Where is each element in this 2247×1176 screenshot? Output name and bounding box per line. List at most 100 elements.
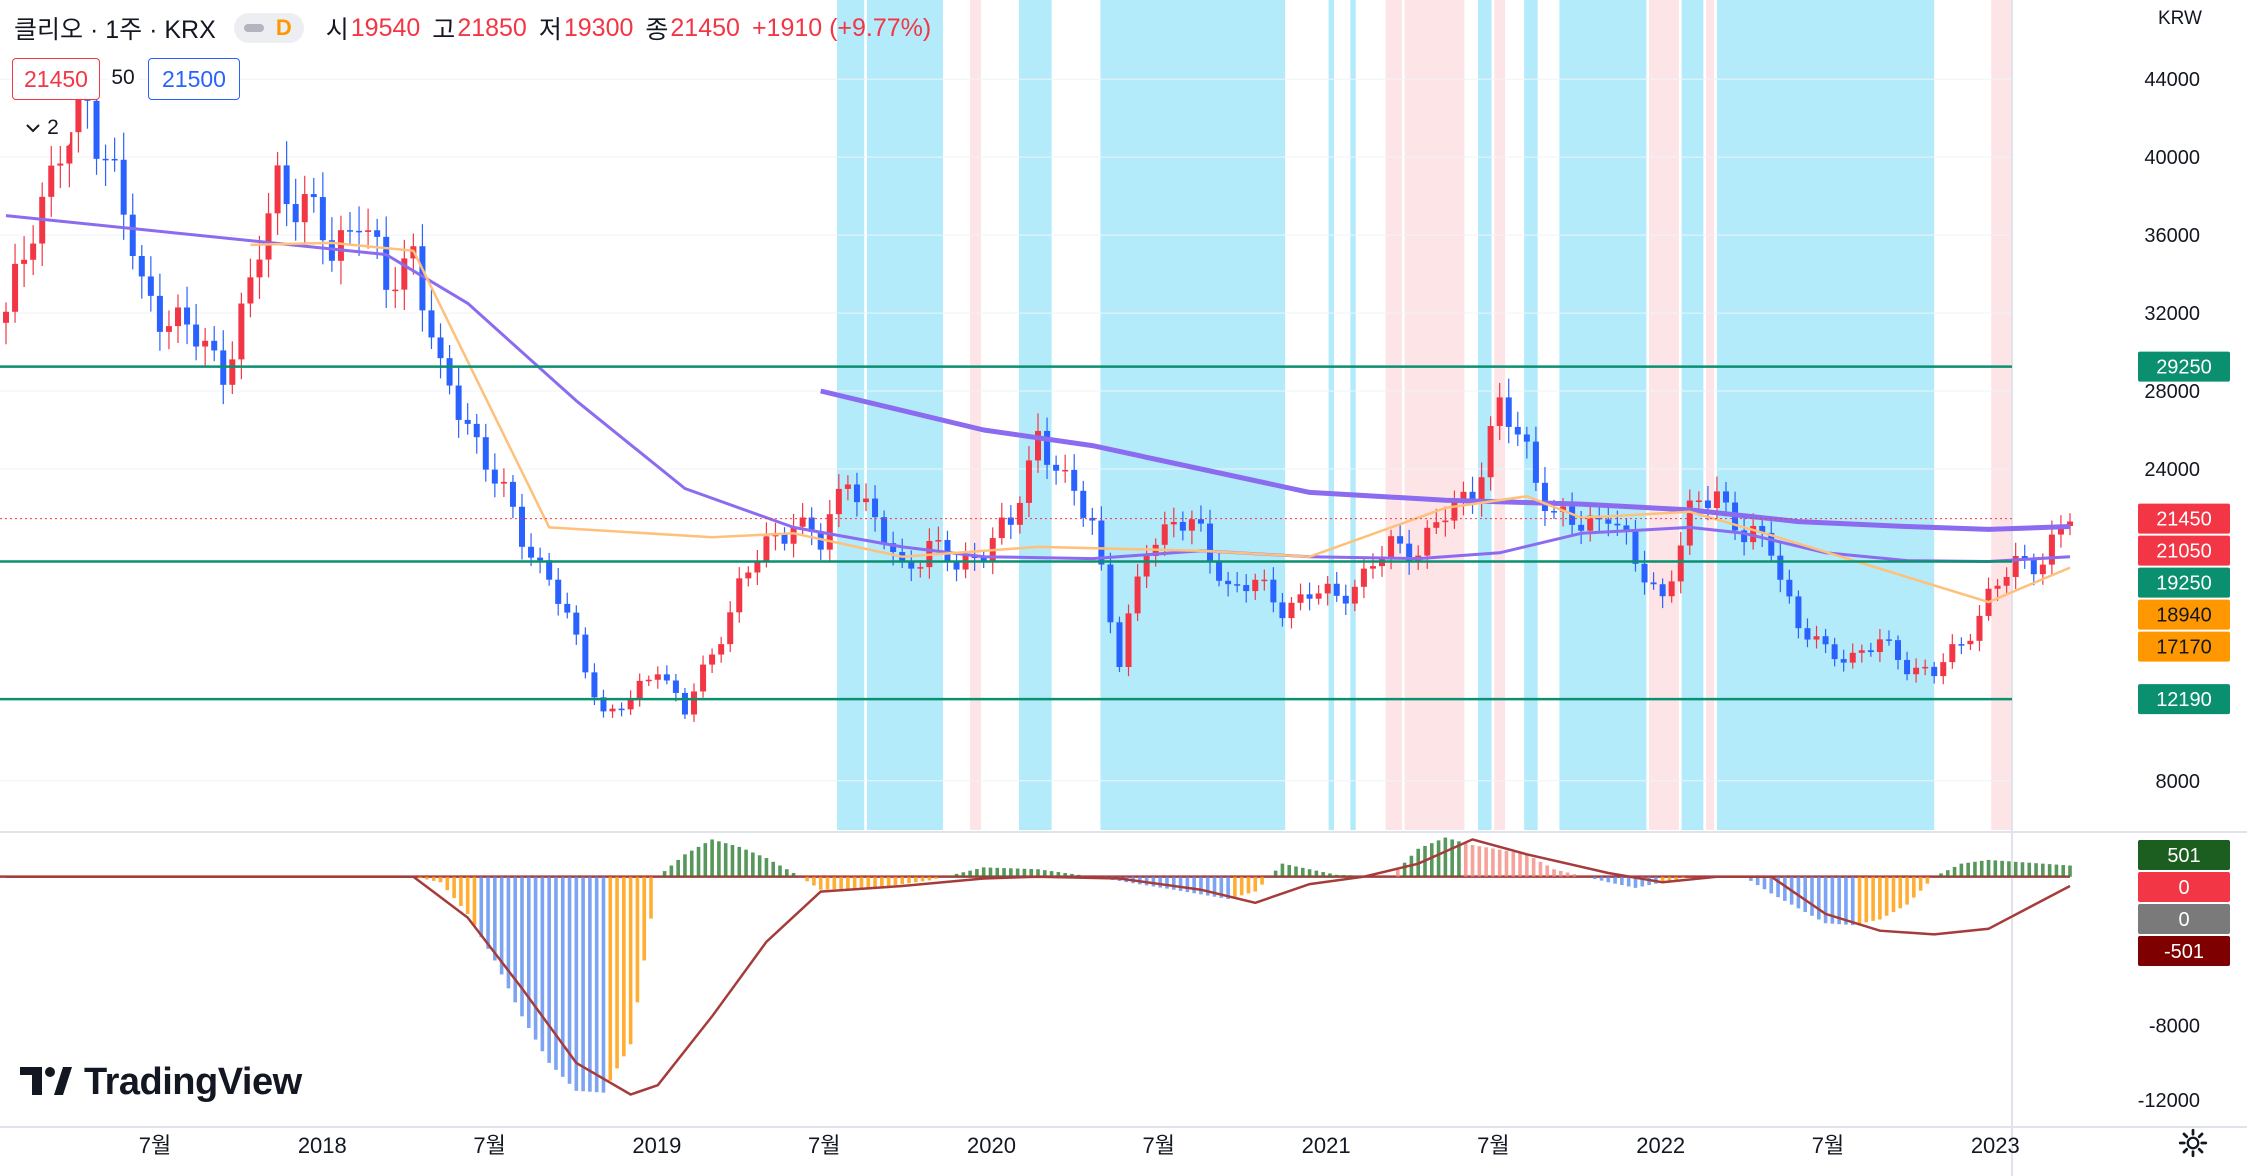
candle-body: [1161, 524, 1168, 545]
macd-histogram-bar: [1076, 874, 1081, 877]
candle-body: [1578, 524, 1585, 531]
macd-histogram-bar: [1545, 865, 1550, 877]
symbol-title[interactable]: 클리오 · 1주 · KRX: [14, 16, 216, 44]
time-axis[interactable]: 7월 2018 7월 2019 7월 2020 7월 2021 7월 2022 7월 2023: [139, 1133, 2020, 1158]
timeframe-toggle-icon[interactable]: D: [233, 13, 304, 43]
macd-histogram-bar: [1755, 876, 1760, 886]
candle-body: [464, 419, 471, 424]
macd-histogram-bar: [907, 876, 911, 884]
macd-histogram-bar: [825, 876, 830, 890]
macd-histogram-bar: [784, 869, 789, 877]
macd-histogram-bar: [717, 841, 721, 877]
macd-histogram-bar: [1674, 876, 1679, 880]
candle-body: [1505, 397, 1512, 427]
macd-histogram-bar: [954, 873, 959, 877]
candle-body: [1632, 531, 1639, 564]
macd-histogram-bar: [1565, 872, 1570, 877]
macd-histogram-bar: [1993, 860, 1998, 877]
macd-histogram-bar: [1504, 850, 1509, 877]
macd-histogram-bar: [1864, 876, 1869, 923]
macd-histogram-bar: [1205, 876, 1210, 896]
zone-sell: [1991, 0, 2013, 830]
candle-body: [1922, 666, 1929, 669]
price-axis[interactable]: 44000 40000 36000 32000 28000 24000 8000 29250 2…: [2138, 69, 2230, 1112]
candle-body: [1795, 596, 1802, 629]
candle-body: [120, 159, 127, 215]
candle-body: [1686, 500, 1693, 546]
candle-body: [319, 197, 326, 241]
macd-histogram-bar: [1552, 869, 1556, 877]
candle-body: [718, 644, 725, 655]
candle-body: [1813, 636, 1820, 640]
candle-body: [1849, 652, 1856, 663]
candle-body: [528, 546, 535, 558]
price-label-text: 18940: [2156, 605, 2212, 627]
macd-histogram-bar: [1355, 875, 1359, 877]
macd-histogram-bar: [594, 876, 599, 1093]
macd-histogram-bar: [2061, 865, 2066, 877]
currency-label[interactable]: KRW: [2158, 8, 2202, 29]
macd-pane: [0, 837, 2072, 1096]
candle-body: [781, 534, 788, 544]
candle-body: [247, 277, 254, 304]
candle-body: [691, 691, 697, 715]
macd-histogram-bar: [1884, 876, 1889, 916]
ohlc-low-value: 19300: [563, 13, 634, 42]
price-label-text: 29250: [2156, 357, 2212, 379]
candle-body: [1107, 564, 1114, 623]
macd-histogram-bar: [689, 850, 694, 877]
zone-buy: [1328, 0, 1335, 830]
macd-value-badge: [2138, 872, 2230, 902]
ohlc-close-value: 21450: [670, 13, 740, 42]
macd-histogram-bar: [642, 876, 647, 961]
candle-body: [2003, 576, 2010, 586]
buy-button[interactable]: 21500: [148, 58, 240, 100]
gear-icon[interactable]: [2178, 1128, 2208, 1158]
macd-histogram-bar: [554, 876, 558, 1070]
candle-body: [1876, 639, 1883, 653]
macd-histogram-bar: [1939, 873, 1943, 877]
time-tick-label: 2020: [967, 1133, 1016, 1158]
candle-body: [582, 634, 589, 673]
candle-body: [30, 243, 37, 260]
price-label-badge: [2138, 599, 2230, 630]
candle-body: [283, 165, 290, 205]
indicators-collapse-button[interactable]: 2: [14, 110, 70, 146]
macd-histogram-bar: [1837, 876, 1841, 925]
macd-histogram-bar: [1525, 854, 1529, 877]
macd-histogram-bar: [445, 876, 450, 891]
candle-body: [645, 679, 652, 682]
candle-body: [102, 158, 109, 161]
macd-tick-label: -8000: [2149, 1016, 2200, 1038]
macd-histogram-bar: [1959, 863, 1964, 877]
macd-histogram-bar: [1287, 865, 1292, 877]
candle-body: [1885, 639, 1892, 641]
symbol-header: 클리오 · 1주 · KRX D 시 19540 고 21850 저 19300…: [14, 10, 943, 46]
macd-histogram-bar: [1463, 843, 1468, 877]
candle-body: [12, 263, 19, 312]
candle-body: [844, 484, 851, 489]
macd-histogram-bar: [2054, 864, 2059, 877]
candle-body: [627, 698, 634, 710]
candle-body: [1478, 477, 1485, 504]
macd-histogram-bar: [1613, 876, 1617, 884]
candle-body: [1342, 595, 1349, 604]
macd-histogram-bar: [628, 876, 633, 1045]
macd-histogram-bar: [1538, 861, 1543, 877]
macd-histogram-bar: [662, 871, 667, 877]
macd-histogram-bar: [1776, 876, 1780, 898]
sell-button[interactable]: 21450: [12, 58, 100, 100]
price-tick-label: 36000: [2144, 225, 2200, 247]
tradingview-logo[interactable]: TradingView: [20, 1060, 302, 1104]
candle-body: [1569, 506, 1576, 525]
candle-body: [1460, 491, 1467, 501]
macd-histogram-bar: [1986, 859, 1991, 877]
candle-body: [57, 163, 64, 166]
macd-histogram-bar: [2007, 861, 2011, 877]
candle-body: [1143, 555, 1150, 577]
macd-histogram-bar: [1599, 876, 1604, 881]
candle-body: [1062, 469, 1069, 472]
spread-label: 50: [108, 58, 138, 98]
candle-body: [509, 481, 516, 507]
